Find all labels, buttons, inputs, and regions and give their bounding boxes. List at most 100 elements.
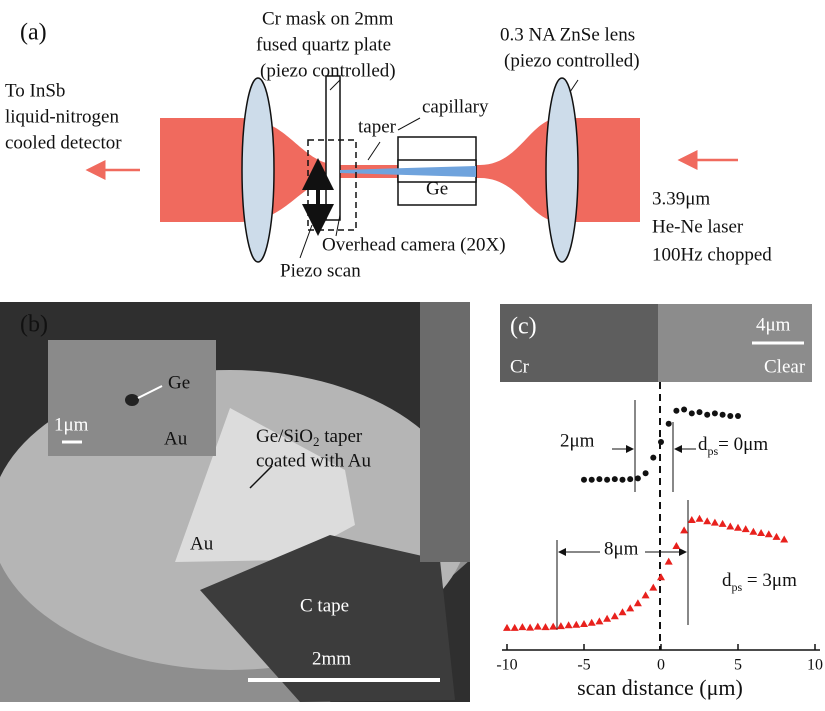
point [719,520,727,527]
point [588,619,596,626]
annotation: 8μm [604,538,639,559]
point [704,412,710,418]
point [726,523,734,530]
point [773,533,781,540]
label: Overhead camera (20X) [322,234,506,255]
point [650,455,656,461]
point [634,599,642,606]
label: He-Ne laser [652,216,744,237]
label: (piezo controlled) [504,50,640,71]
label: fused quartz plate [256,34,391,55]
point [595,617,603,624]
label: Clear [764,356,806,377]
panel-label: (a) [20,20,47,46]
point [658,439,664,445]
point [635,475,641,481]
x-tick-label: 5 [734,657,742,674]
point [642,591,650,598]
point [673,408,679,414]
label: Au [190,533,214,554]
point [742,525,750,532]
label: 4μm [756,314,791,335]
panel-label: (c) [510,314,537,340]
point [734,524,742,531]
point [542,623,550,630]
point [665,558,673,565]
ge-tip [125,394,139,406]
point [612,476,618,482]
point [672,542,680,549]
panel-b: (b) Ge 1μm Au Ge/SiO2 taper coated with … [0,302,470,702]
subscript: ps [708,444,719,458]
panel-c: (c) 4μm Cr Clear 2μm dps= 0μm 8μm dps = … [496,304,823,700]
annotation: d [698,434,708,455]
point [735,413,741,419]
point [681,407,687,413]
point [749,528,757,535]
annotation: = 3μm [742,570,797,591]
label: Au [164,428,188,449]
point [688,516,696,523]
x-tick-label: -5 [577,657,590,674]
label: cooled detector [5,132,122,153]
label: Ge [168,372,190,393]
annotation: = 0μm [718,434,768,455]
point [572,621,580,628]
point [711,519,719,526]
point [534,623,542,630]
label: 0.3 NA ZnSe lens [500,24,635,45]
label: Ge/SiO2 taper [256,426,363,449]
point [580,620,588,627]
panel-a: (a) To InSb liquid-nitrogen cooled detec… [5,8,772,281]
point [511,624,519,631]
point [649,584,657,591]
point [680,526,688,533]
label: 3.39μm [652,188,710,209]
x-tick-label: 0 [657,657,665,674]
point [526,624,534,631]
point [565,621,573,628]
point [696,515,704,522]
label: (piezo controlled) [260,60,396,81]
point [619,608,627,615]
label: 100Hz chopped [652,244,772,265]
label: Ge [426,178,448,199]
point [603,615,611,622]
annotation: 2μm [560,430,595,451]
point [626,604,634,611]
point [604,477,610,483]
point [611,612,619,619]
point [627,476,633,482]
label: Cr mask on 2mm [262,8,394,29]
point [727,413,733,419]
x-axis-label: scan distance (μm) [577,675,743,700]
point [697,409,703,415]
point [689,410,695,416]
point [643,470,649,476]
leader [570,80,578,92]
point [620,477,626,483]
leader [398,118,420,130]
label: taper [320,426,363,447]
label: capillary [422,96,489,117]
point [518,623,526,630]
point [549,623,557,630]
label: liquid-nitrogen [5,106,119,127]
point [581,477,587,483]
panel-label: (b) [20,312,48,338]
label: 2mm [312,648,351,669]
point [666,421,672,427]
figure: (a) To InSb liquid-nitrogen cooled detec… [0,0,825,711]
annotation: dps= 0μm [698,434,768,457]
label: taper [358,116,397,137]
lens [546,78,578,262]
point [657,573,665,580]
mask-plate [326,76,340,220]
annotation: dps = 3μm [722,570,797,593]
point [589,477,595,483]
point [596,476,602,482]
label: coated with Au [256,450,372,471]
point [780,536,788,543]
label: Ge/SiO [256,426,313,447]
label: Cr [510,356,530,377]
